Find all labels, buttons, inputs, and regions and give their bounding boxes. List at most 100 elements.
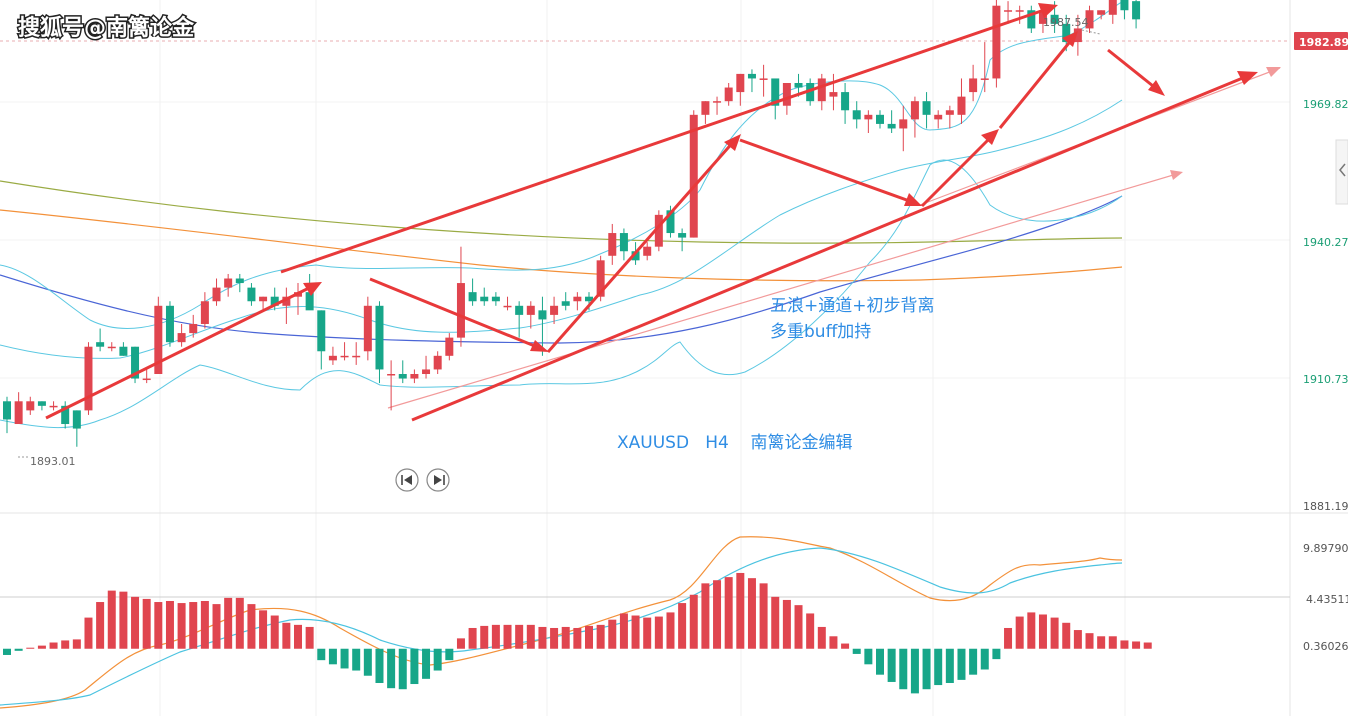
macd-bar [398, 648, 407, 690]
high-label-leader [1081, 29, 1101, 35]
macd-tick: 4.43511 [1306, 593, 1348, 606]
macd-bar [899, 648, 908, 690]
candle-body [713, 101, 722, 103]
macd-bar [980, 648, 989, 670]
candle-body [515, 305, 524, 315]
candle-body [433, 355, 442, 370]
macd-bar [340, 648, 349, 669]
candle-body [910, 101, 919, 120]
candle-body [1085, 10, 1094, 29]
candle-body [200, 301, 209, 324]
macd-bar [829, 636, 838, 649]
watermark-text: 搜狐号@南篱论金 [18, 15, 195, 41]
candle-body [1027, 10, 1036, 29]
price-tick: 1910.73 [1303, 373, 1348, 386]
candle-body [61, 405, 70, 425]
candle-body [608, 233, 617, 256]
macd-bar [794, 605, 803, 649]
macd-bar [619, 613, 628, 649]
macd-bar [189, 602, 198, 649]
macd-tick: 9.89790 [1303, 542, 1348, 555]
macd-bar [247, 604, 256, 649]
candle-body [526, 305, 535, 315]
candle-body [142, 378, 151, 381]
candle-body [1050, 14, 1059, 24]
candle-body [282, 296, 291, 306]
candle-body [340, 355, 349, 358]
candle-body [398, 374, 407, 379]
macd-bar [480, 625, 489, 649]
macd-bar [363, 648, 372, 676]
macd-bar [724, 577, 733, 649]
macd-bar [747, 578, 756, 649]
candle-body [1073, 28, 1082, 43]
chevron-left-icon[interactable] [1339, 163, 1346, 177]
candle-body [363, 305, 372, 352]
candle-body [666, 210, 675, 234]
macd-axis[interactable]: 9.89790 4.43511 0.36026 [1303, 542, 1348, 653]
candle-body [841, 92, 850, 111]
current-price-value: 1982.89 [1299, 36, 1348, 49]
macd-bar [37, 645, 46, 649]
macd-bar [224, 597, 233, 649]
macd-bar [969, 648, 978, 675]
macd-bar [1143, 642, 1152, 649]
macd-bar [72, 639, 81, 649]
side-panel-toggle[interactable] [1335, 139, 1348, 205]
high-price-label: 1987.54 [1043, 16, 1089, 29]
candle-body [1132, 1, 1141, 20]
macd-bar [200, 600, 209, 649]
price-tick: 1969.82 [1303, 98, 1348, 111]
candle-body [1015, 10, 1024, 12]
candle-body [410, 374, 419, 379]
candle-body [84, 346, 93, 411]
candle-body [37, 401, 46, 406]
macd-bar [573, 627, 582, 649]
macd-bar [445, 648, 454, 661]
candle-body [678, 233, 687, 238]
candle-body [596, 260, 605, 297]
low-price-label: 1893.01 [30, 455, 76, 468]
thin-trend-line [387, 172, 1181, 409]
scroll-back-button[interactable] [395, 468, 419, 492]
macd-bar [876, 648, 884, 675]
candle-body [445, 337, 454, 356]
macd-bar [282, 622, 291, 649]
candle-body [643, 246, 652, 256]
candle-body [992, 5, 1001, 79]
macd-bar [1097, 636, 1106, 649]
macd-bar [643, 617, 652, 649]
candle-body [1097, 10, 1106, 15]
macd-bar [212, 604, 221, 649]
candle-body [980, 78, 989, 80]
extension-arrowhead [1266, 67, 1281, 77]
macd-bar [456, 638, 465, 649]
macd-bar [782, 599, 791, 649]
macd-bar [305, 626, 314, 649]
scroll-forward-button[interactable] [426, 468, 450, 492]
macd-bar [759, 583, 768, 649]
macd-bar [387, 648, 396, 689]
macd-bar [678, 603, 687, 649]
macd-bar [14, 648, 23, 651]
candle-body [119, 346, 128, 356]
candle-body [585, 296, 593, 302]
price-axis[interactable]: 1969.82 1940.27 1910.73 1881.19 [1303, 98, 1348, 513]
candle-body [782, 82, 791, 106]
candle-body [387, 374, 396, 376]
macd-bar [922, 648, 931, 690]
macd-bar [515, 624, 524, 649]
candle-body [317, 310, 326, 352]
macd-bar [1120, 640, 1129, 649]
macd-bar [654, 616, 663, 649]
macd-bar [328, 648, 337, 665]
macd-bar [61, 640, 70, 649]
candle-body [689, 114, 698, 238]
candle-body [26, 401, 35, 411]
macd-bar [503, 624, 512, 649]
macd-bar [771, 596, 780, 649]
candle-body [1004, 10, 1013, 12]
candle-body [224, 278, 233, 288]
macd-bar [596, 624, 605, 649]
